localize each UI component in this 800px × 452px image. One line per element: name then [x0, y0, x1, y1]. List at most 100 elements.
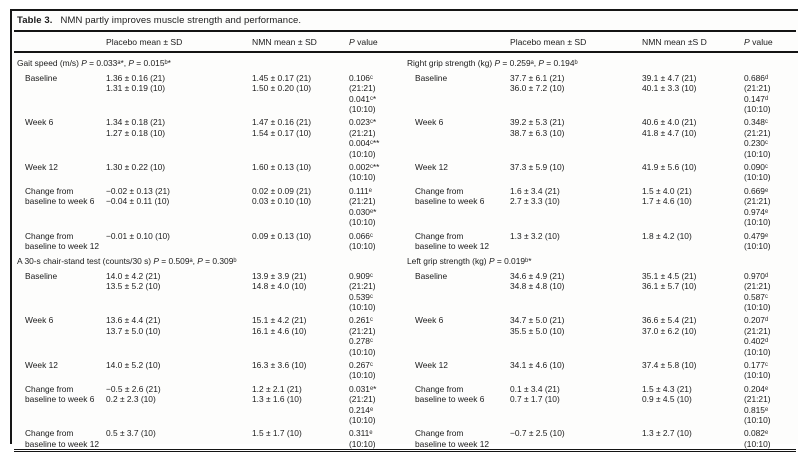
cell-line: (10:10) [744, 346, 771, 357]
cell-placebo-mean: 37.7 ± 6.1 (21) 36.0 ± 7.2 (10) [510, 70, 642, 115]
cell-p-value: 0.066ᶜ (10:10) [349, 228, 404, 252]
cell-line: Baseline [415, 72, 448, 83]
cell-line: 0.031ᵉ* [349, 383, 377, 394]
cell-line: 0.7 ± 1.7 (10) [510, 394, 560, 405]
cell-line: (10:10) [349, 301, 376, 312]
section-header-row: Left grip strength (kg) P = 0.019ᵇ* [404, 251, 798, 267]
cell-line: Week 12 [25, 162, 58, 173]
row-label: Week 12 [404, 357, 510, 381]
cell-line: 1.30 ± 0.22 (10) [106, 162, 166, 173]
cell-placebo-mean: 1.3 ± 3.2 (10) [510, 228, 642, 252]
cell-placebo-mean: −0.02 ± 0.13 (21) −0.04 ± 0.11 (10) [106, 183, 252, 228]
cell-line: (10:10) [744, 217, 771, 228]
cell-line: 34.1 ± 4.6 (10) [510, 359, 565, 370]
row-label: Change from baseline to week 6 [14, 381, 106, 426]
cell-line: 0.587ᶜ [744, 291, 768, 302]
row-label: Change from baseline to week 12 [404, 228, 510, 252]
cell-line: 40.6 ± 4.0 (21) [642, 117, 697, 128]
cell-p-value: 0.261ᶜ (21:21) 0.278ᶜ (10:10) [349, 312, 404, 357]
cell-line: (21:21) [744, 325, 771, 336]
cell-p-value: 0.106ᶜ (21:21) 0.041ᶜ* (10:10) [349, 70, 404, 115]
cell-line: 0.970ᵈ [744, 270, 769, 281]
cell-nmn-mean: 36.6 ± 5.4 (21) 37.0 ± 6.2 (10) [642, 312, 744, 357]
column-header: NMN mean ±S D [642, 32, 744, 54]
cell-line: (21:21) [744, 196, 771, 207]
cell-line: 1.36 ± 0.16 (21) [106, 72, 166, 83]
cell-line: 1.50 ± 0.20 (10) [252, 83, 312, 94]
cell-line: 36.0 ± 7.2 (10) [510, 83, 565, 94]
cell-placebo-mean: −0.5 ± 2.6 (21) 0.2 ± 2.3 (10) [106, 381, 252, 426]
cell-p-value: 0.023ᶜ* (21:21) 0.004ᶜ** (10:10) [349, 114, 404, 159]
cell-line: (21:21) [349, 325, 376, 336]
cell-line: 37.0 ± 6.2 (10) [642, 325, 697, 336]
cell-line: 0.177ᶜ [744, 359, 768, 370]
cell-line: (10:10) [744, 301, 771, 312]
section-header: Right grip strength (kg) P = 0.259ᵃ, P =… [407, 58, 578, 69]
cell-line: 37.7 ± 6.1 (21) [510, 72, 565, 83]
cell-line: 36.1 ± 5.7 (10) [642, 281, 697, 292]
cell-line: (10:10) [744, 415, 771, 425]
table-row: Change from baseline to week 12 −0.7 ± 2.5… [404, 425, 798, 449]
cell-line: 0.041ᶜ* [349, 93, 377, 104]
cell-line: 0.030ᵉ* [349, 206, 377, 217]
cell-line: 34.8 ± 4.8 (10) [510, 281, 565, 292]
cell-line: −0.5 ± 2.6 (21) [106, 383, 161, 394]
table-row: Change from baseline to week 12 −0.01 ± 0.… [14, 228, 404, 252]
table-row: Week 6 39.2 ± 5.3 (21) 38.7 ± 6.3 (10) 40.6… [404, 114, 798, 159]
cell-line: 41.8 ± 4.7 (10) [642, 127, 697, 138]
cell-line: Change from [415, 428, 464, 439]
cell-line: 0.686ᵈ [744, 72, 769, 83]
table-row: Week 6 34.7 ± 5.0 (21) 35.5 ± 5.0 (10) 36.6… [404, 312, 798, 357]
cell-line: 1.3 ± 1.6 (10) [252, 394, 302, 405]
cell-line: 36.6 ± 5.4 (21) [642, 315, 697, 326]
row-label: Week 12 [404, 159, 510, 183]
cell-placebo-mean: 1.36 ± 0.16 (21) 1.31 ± 0.19 (10) [106, 70, 252, 115]
cell-placebo-mean: 13.6 ± 4.4 (21) 13.7 ± 5.0 (10) [106, 312, 252, 357]
cell-line: Change from [25, 185, 74, 196]
cell-line: (21:21) [349, 281, 376, 292]
cell-line: 0.066ᶜ [349, 230, 373, 241]
row-label: Week 6 [404, 114, 510, 159]
cell-nmn-mean: 0.09 ± 0.13 (10) [252, 228, 349, 252]
cell-placebo-mean: −0.01 ± 0.10 (10) [106, 228, 252, 252]
column-header-empty [14, 32, 106, 54]
cell-line: Week 12 [415, 359, 448, 370]
column-header: P value [744, 32, 798, 54]
cell-line: 0.03 ± 0.10 (10) [252, 196, 312, 207]
cell-line: 13.5 ± 5.2 (10) [106, 281, 161, 292]
cell-line: 39.1 ± 4.7 (21) [642, 72, 697, 83]
cell-line: 37.4 ± 5.8 (10) [642, 359, 697, 370]
cell-line: 0.230ᶜ [744, 138, 768, 149]
cell-line: −0.04 ± 0.11 (10) [106, 196, 170, 207]
cell-line: 14.0 ± 5.2 (10) [106, 359, 161, 370]
cell-line: 13.7 ± 5.0 (10) [106, 325, 161, 336]
cell-line: 40.1 ± 3.3 (10) [642, 83, 697, 94]
cell-line: (10:10) [349, 346, 376, 357]
cell-line: 0.669ᵉ [744, 185, 769, 196]
cell-line: 1.47 ± 0.16 (21) [252, 117, 312, 128]
row-label: Week 12 [14, 159, 106, 183]
cell-nmn-mean: 0.02 ± 0.09 (21) 0.03 ± 0.10 (10) [252, 183, 349, 228]
cell-line: (21:21) [744, 83, 771, 94]
cell-p-value: 0.090ᶜ (10:10) [744, 159, 798, 183]
cell-line: 0.09 ± 0.13 (10) [252, 230, 312, 241]
cell-line: 14.0 ± 4.2 (21) [106, 270, 161, 281]
cell-line: 1.8 ± 4.2 (10) [642, 230, 692, 241]
cell-line: 0.348ᶜ [744, 117, 768, 128]
cell-placebo-mean: 37.3 ± 5.9 (10) [510, 159, 642, 183]
column-header: P value [349, 32, 404, 54]
cell-p-value: 0.970ᵈ (21:21) 0.587ᶜ (10:10) [744, 268, 798, 313]
cell-line: 41.9 ± 5.6 (10) [642, 162, 697, 173]
cell-nmn-mean: 39.1 ± 4.7 (21) 40.1 ± 3.3 (10) [642, 70, 744, 115]
cell-line: (10:10) [349, 240, 376, 251]
table-row: Week 12 14.0 ± 5.2 (10) 16.3 ± 3.6 (10) 0.2… [14, 357, 404, 381]
cell-p-value: 0.479ᵉ (10:10) [744, 228, 798, 252]
cell-nmn-mean: 1.8 ± 4.2 (10) [642, 228, 744, 252]
table-row: Week 12 1.30 ± 0.22 (10) 1.60 ± 0.13 (10) 0… [14, 159, 404, 183]
table-number: Table 3. [17, 15, 53, 26]
page-frame: Table 3. NMN partly improves muscle stren… [10, 9, 798, 452]
cell-line: 0.1 ± 3.4 (21) [510, 383, 560, 394]
cell-p-value: 0.177ᶜ (10:10) [744, 357, 798, 381]
cell-line: (10:10) [744, 148, 771, 159]
